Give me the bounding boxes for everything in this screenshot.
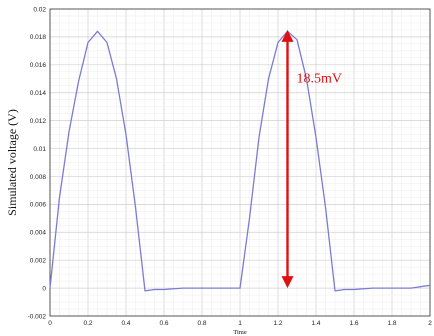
- grid: [49, 8, 431, 317]
- x-tick-label: 0.4: [121, 320, 130, 327]
- y-tick-label: 0: [42, 285, 46, 292]
- y-tick-label: 0.012: [30, 118, 47, 125]
- annotation-label: 18.5mV: [297, 72, 343, 87]
- x-axis-label: Time: [233, 329, 247, 336]
- x-tick-label: 1.8: [387, 320, 396, 327]
- series: [49, 30, 431, 292]
- y-tick-labels: -0.002 0 0.002 0.004 0.006 0.008 0.01 0.012 0.01…: [28, 6, 47, 320]
- y-tick-label: 0.016: [30, 62, 47, 69]
- annotation-arrowhead-top: [281, 29, 294, 42]
- x-tick-label: 1.6: [349, 320, 358, 327]
- y-tick-label: 0.01: [33, 146, 46, 153]
- x-tick-label: 0: [48, 320, 52, 327]
- y-tick-label: 0.02: [33, 6, 46, 13]
- y-tick-label: 0.006: [30, 202, 47, 209]
- x-tick-label: 1.2: [273, 320, 282, 327]
- x-tick-label: 1.4: [311, 320, 320, 327]
- x-tick-label: 2: [428, 320, 432, 327]
- y-tick-label: 0.004: [30, 230, 47, 237]
- y-tick-label: -0.002: [28, 313, 47, 320]
- series-line: [49, 30, 431, 292]
- x-tick-labels: 0 0.2 0.4 0.6 0.8 1 1.2 1.4 1.6 1.8 2: [48, 320, 432, 327]
- x-tick-label: 1: [238, 320, 242, 327]
- y-tick-label: 0.008: [30, 174, 47, 181]
- y-tick-label: 0.018: [30, 34, 47, 41]
- y-tick-label: 0.014: [30, 90, 47, 97]
- x-tick-label: 0.2: [83, 320, 92, 327]
- annotation: 18.5mV: [281, 29, 343, 289]
- x-tick-label: 0.6: [159, 320, 168, 327]
- x-tick-label: 0.8: [197, 320, 206, 327]
- y-axis-label: Simulated voltage (V): [5, 109, 19, 216]
- annotation-arrowhead-bottom: [281, 276, 294, 289]
- plot-frame: [49, 8, 431, 317]
- y-tick-label: 0.002: [30, 257, 47, 264]
